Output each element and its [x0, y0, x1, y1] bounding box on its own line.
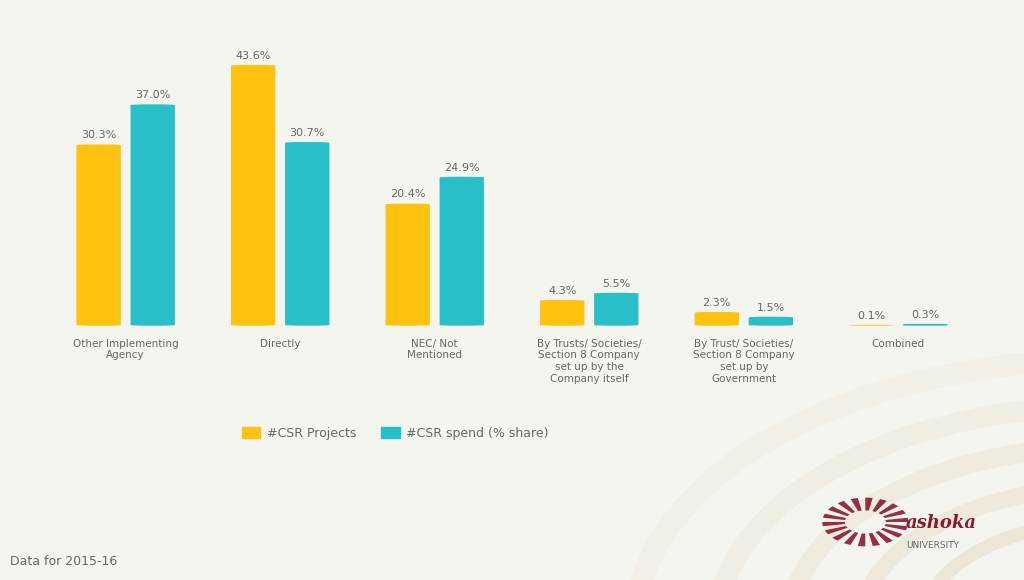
- Text: 2.3%: 2.3%: [702, 298, 731, 308]
- Text: 43.6%: 43.6%: [236, 50, 271, 61]
- FancyBboxPatch shape: [540, 300, 585, 326]
- FancyBboxPatch shape: [594, 293, 639, 326]
- FancyBboxPatch shape: [285, 142, 330, 326]
- Legend: #CSR Projects, #CSR spend (% share): #CSR Projects, #CSR spend (% share): [237, 422, 554, 445]
- FancyBboxPatch shape: [903, 324, 947, 326]
- Text: 5.5%: 5.5%: [602, 278, 631, 289]
- FancyBboxPatch shape: [694, 312, 739, 326]
- Text: 20.4%: 20.4%: [390, 190, 425, 200]
- Text: ashoka: ashoka: [906, 514, 977, 532]
- Text: 0.3%: 0.3%: [911, 310, 939, 320]
- Text: 0.1%: 0.1%: [857, 311, 886, 321]
- FancyBboxPatch shape: [385, 204, 430, 326]
- FancyBboxPatch shape: [77, 144, 121, 326]
- Text: 30.3%: 30.3%: [81, 130, 117, 140]
- Text: 37.0%: 37.0%: [135, 90, 170, 100]
- Text: 24.9%: 24.9%: [444, 162, 479, 173]
- Text: UNIVERSITY: UNIVERSITY: [906, 541, 959, 550]
- Text: 1.5%: 1.5%: [757, 303, 785, 313]
- Text: By Trust/ Societies/
Section 8 Company
set up by
Government: By Trust/ Societies/ Section 8 Company s…: [693, 339, 795, 383]
- FancyBboxPatch shape: [849, 325, 894, 326]
- Text: Combined: Combined: [871, 339, 925, 349]
- FancyBboxPatch shape: [130, 104, 175, 326]
- Text: 4.3%: 4.3%: [548, 286, 577, 296]
- Text: Data for 2015-16: Data for 2015-16: [10, 556, 118, 568]
- FancyBboxPatch shape: [439, 177, 484, 326]
- FancyBboxPatch shape: [749, 317, 793, 326]
- FancyBboxPatch shape: [231, 65, 275, 326]
- Text: 30.7%: 30.7%: [290, 128, 325, 138]
- Text: By Trusts/ Societies/
Section 8 Company
set up by the
Company itself: By Trusts/ Societies/ Section 8 Company …: [537, 339, 642, 383]
- Text: NEC/ Not
Mentioned: NEC/ Not Mentioned: [408, 339, 462, 360]
- Text: Directly: Directly: [260, 339, 300, 349]
- Text: Other Implementing
Agency: Other Implementing Agency: [73, 339, 178, 360]
